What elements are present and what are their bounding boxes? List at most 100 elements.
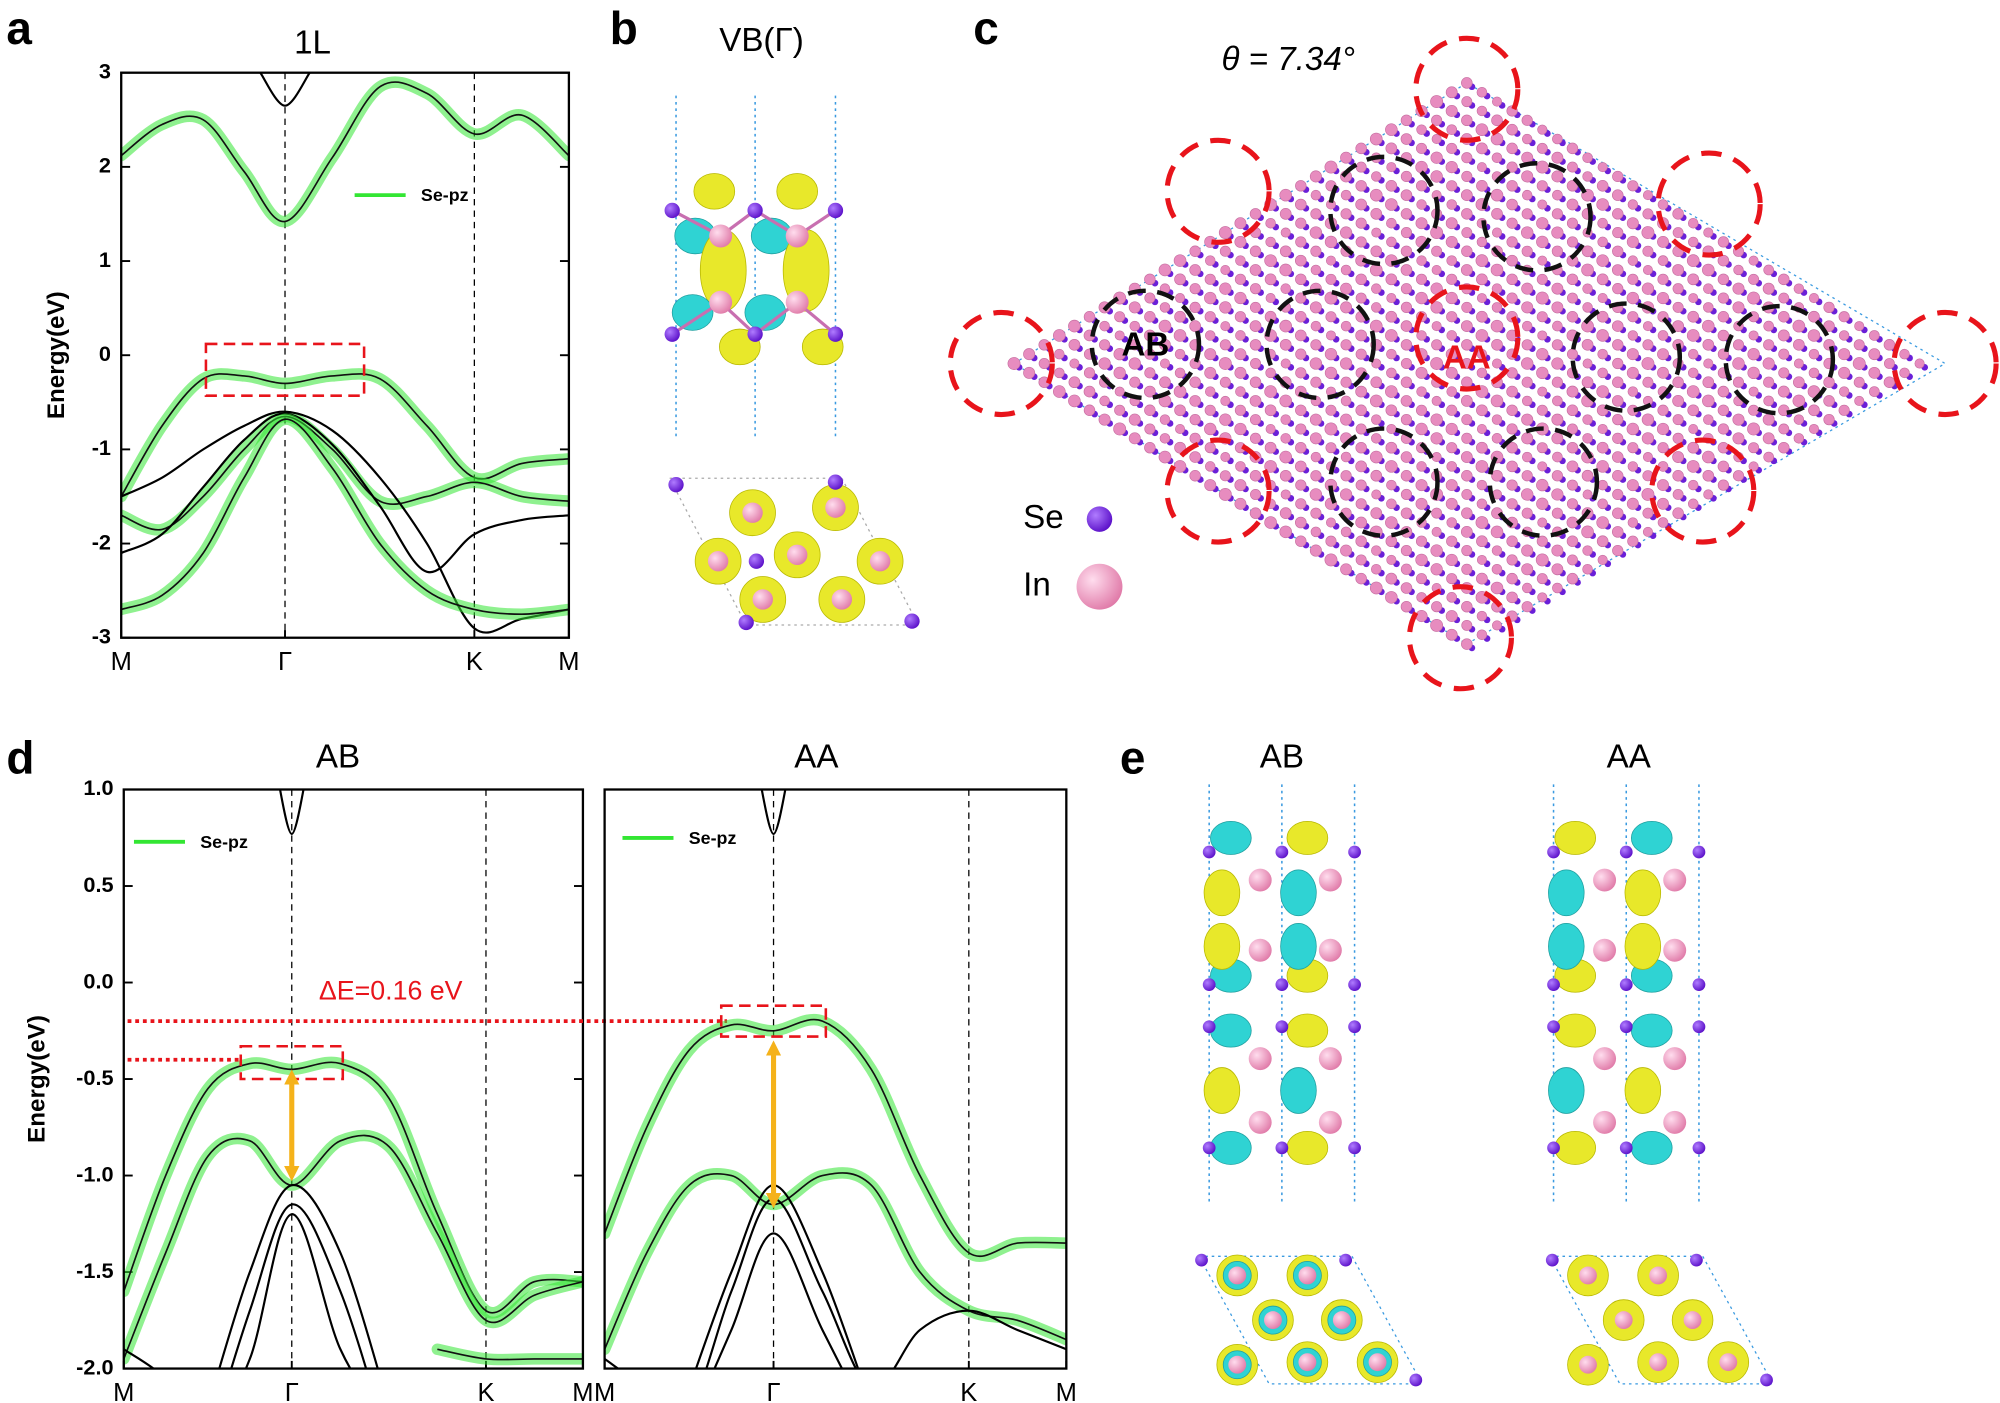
in-atom <box>1068 319 1081 333</box>
in-atom <box>1597 217 1608 229</box>
in-atom <box>1551 357 1564 370</box>
in-atom <box>1521 189 1533 201</box>
in-atom <box>1128 432 1141 445</box>
in-atom <box>1355 572 1367 585</box>
in-atom <box>1854 321 1865 332</box>
in-atom <box>1369 450 1383 464</box>
in-atom <box>1332 1311 1351 1330</box>
in-atom <box>1793 433 1805 444</box>
in-atom <box>1808 423 1819 435</box>
in-atom <box>1371 171 1382 182</box>
in-atom <box>1461 432 1473 444</box>
in-atom <box>1581 245 1594 258</box>
in-atom <box>1173 460 1187 473</box>
se-atom <box>748 553 765 569</box>
in-atom <box>1431 245 1443 257</box>
aa-region <box>1164 137 1272 245</box>
in-atom <box>1551 413 1564 426</box>
in-atom <box>1264 254 1277 267</box>
in-atom <box>1582 302 1593 313</box>
in-atom <box>1657 461 1669 472</box>
orbital-lobe <box>776 173 818 210</box>
in-atom <box>1732 357 1745 370</box>
in-atom <box>1431 321 1442 332</box>
in-atom <box>1128 357 1141 370</box>
x-tick-label: M <box>1056 1379 1077 1403</box>
in-atom <box>1295 404 1307 416</box>
in-atom <box>1582 171 1593 182</box>
in-atom <box>1310 507 1322 519</box>
in-atom <box>1415 217 1428 230</box>
in-atom <box>1596 179 1609 192</box>
in-atom <box>1280 489 1291 500</box>
in-atom <box>1732 301 1745 314</box>
in-atom <box>1899 367 1910 379</box>
in-atom <box>1446 517 1458 528</box>
in-atom <box>1642 245 1654 257</box>
in-atom <box>1566 460 1579 473</box>
in-atom <box>1657 442 1669 454</box>
in-atom <box>1838 386 1850 397</box>
in-atom <box>1642 339 1654 351</box>
in-atom <box>1069 358 1080 369</box>
in-atom <box>1566 441 1579 454</box>
in-atom <box>1808 367 1820 379</box>
in-atom <box>1386 554 1397 565</box>
in-atom <box>1445 291 1458 305</box>
in-atom <box>1476 273 1488 286</box>
in-atom <box>1310 376 1322 388</box>
in-atom <box>1748 461 1759 472</box>
in-atom <box>1506 591 1518 604</box>
plot-frame <box>120 71 571 639</box>
orbital-lobe <box>1548 1067 1585 1114</box>
in-atom <box>1656 422 1670 436</box>
in-atom <box>1521 582 1533 594</box>
in-atom <box>1702 319 1715 333</box>
in-atom <box>1369 188 1383 202</box>
panel-title: VB(Γ) <box>719 22 804 59</box>
in-atom <box>1144 273 1156 286</box>
in-atom <box>1310 451 1322 463</box>
se-atom <box>1275 1020 1289 1034</box>
in-atom <box>1747 348 1760 361</box>
in-atom <box>1656 291 1670 305</box>
in-atom <box>1400 114 1413 127</box>
in-atom <box>1250 488 1261 500</box>
in-atom <box>1219 470 1231 482</box>
in-atom <box>1234 217 1247 230</box>
panel-label: a <box>6 2 32 54</box>
in-atom <box>1596 273 1609 286</box>
in-atom <box>1597 162 1608 173</box>
se-atom <box>1547 1141 1560 1155</box>
in-atom <box>1144 385 1156 398</box>
in-atom <box>1582 152 1593 163</box>
in-atom <box>1687 498 1699 510</box>
in-atom <box>1370 245 1383 258</box>
se-atom <box>664 326 680 342</box>
se-atom <box>1348 845 1361 859</box>
in-atom <box>1249 414 1262 426</box>
in-atom <box>1702 450 1715 464</box>
in-atom <box>1506 441 1518 454</box>
in-atom <box>1295 180 1307 192</box>
in-atom <box>1778 367 1790 379</box>
band-line <box>604 1018 1067 1258</box>
in-atom <box>1309 357 1323 370</box>
in-atom <box>1747 422 1761 436</box>
in-atom <box>1400 189 1413 201</box>
in-atom <box>1234 273 1246 285</box>
in-atom <box>1386 423 1397 434</box>
in-atom <box>1355 535 1367 547</box>
se-atom <box>1086 506 1113 532</box>
in-atom <box>1249 264 1262 276</box>
in-atom <box>1355 198 1368 211</box>
in-atom <box>1339 226 1353 239</box>
in-atom <box>1762 432 1775 445</box>
orbital-lobe <box>1210 1013 1252 1048</box>
in-atom <box>1476 142 1488 155</box>
in-atom <box>1416 124 1427 135</box>
in-atom <box>1506 535 1518 547</box>
in-atom <box>1521 339 1533 351</box>
in-atom <box>1083 367 1096 379</box>
orbital-lobe <box>1203 1067 1241 1114</box>
